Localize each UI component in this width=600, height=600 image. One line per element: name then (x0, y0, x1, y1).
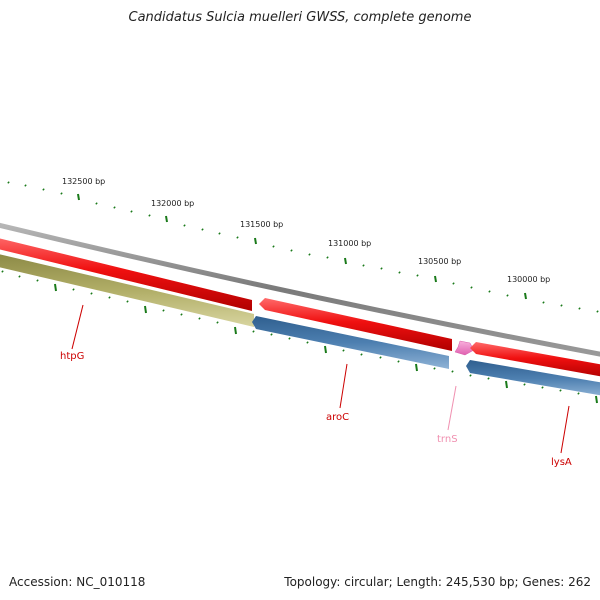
trnS-leader-line (447, 385, 457, 431)
gene-htpG[interactable] (0, 252, 254, 327)
tick-label-130500: 130500 bp (418, 257, 461, 266)
aroC-leader-line (339, 363, 348, 409)
page-title: Candidatus Sulcia muelleri GWSS, complet… (128, 10, 472, 25)
gene-lysA[interactable] (466, 360, 600, 397)
accession-text: Accession: NC_010118 (9, 575, 146, 589)
tick-label-130000: 130000 bp (507, 275, 550, 284)
gene-label-trnS: trnS (437, 434, 458, 445)
gene-label-lysA: lysA (551, 457, 572, 468)
tick-label-131500: 131500 bp (240, 220, 283, 229)
tick-label-132000: 132000 bp (151, 199, 194, 208)
inner-tick-marks (1, 270, 598, 404)
gene-label-htpG: htpG (60, 351, 84, 362)
gene-trnS[interactable] (454, 340, 475, 356)
outer-tick-marks (7, 181, 599, 313)
lysA-leader-line (560, 405, 570, 454)
gene-forward-2[interactable] (259, 298, 452, 351)
tick-label-131000: 131000 bp (328, 239, 371, 248)
topology-text: Topology: circular; Length: 245,530 bp; … (284, 575, 591, 589)
tick-label-132500: 132500 bp (62, 177, 105, 186)
htpG-leader-line (71, 304, 84, 350)
genome-backbone (0, 222, 600, 357)
gene-label-aroC: aroC (326, 412, 349, 423)
gene-forward-3[interactable] (470, 342, 600, 378)
gene-forward-1[interactable] (0, 236, 252, 311)
gene-aroC[interactable] (252, 316, 449, 369)
